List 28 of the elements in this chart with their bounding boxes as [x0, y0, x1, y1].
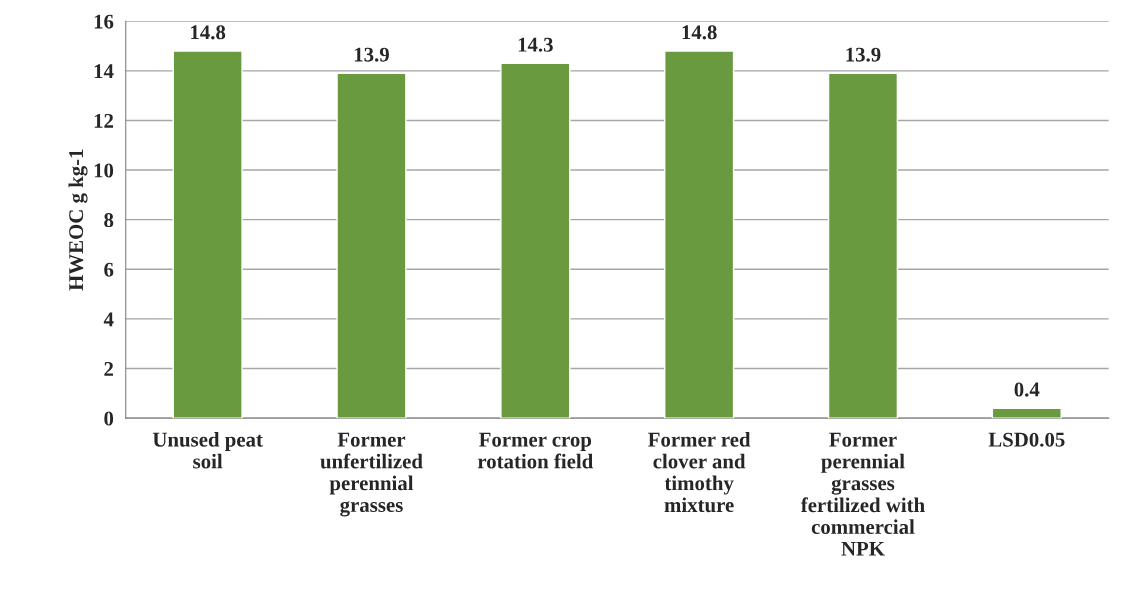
x-tick-label: Former red clover and timothy mixture — [648, 432, 751, 513]
y-tick-label: 16 — [94, 14, 114, 29]
bar — [500, 62, 571, 419]
bar — [664, 50, 735, 419]
y-tick-label: 6 — [104, 262, 114, 277]
data-label: 13.9 — [354, 47, 389, 62]
x-tick-label: Unused peat soil — [152, 432, 263, 469]
bar — [172, 50, 243, 419]
data-label: 13.9 — [846, 47, 881, 62]
bar — [991, 407, 1062, 419]
y-tick-label: 10 — [94, 163, 114, 178]
y-tick-label: 14 — [94, 64, 114, 79]
data-label: 14.3 — [518, 37, 553, 52]
y-tick-label: 8 — [104, 213, 114, 228]
x-tick-label: LSD0.05 — [988, 432, 1065, 447]
y-tick-label: 2 — [104, 361, 114, 376]
data-label: 14.8 — [191, 25, 226, 40]
y-axis-title: HWEOC g kg-1 — [68, 149, 88, 291]
x-tick-label: Former perennial grasses fertilized with commercial NPK — [800, 432, 925, 556]
y-tick-label: 0 — [104, 411, 114, 426]
bar — [336, 72, 407, 419]
x-tick-label: Former unfertilized perennial grasses — [320, 432, 423, 517]
bar — [827, 72, 899, 419]
y-tick-label: 4 — [103, 312, 114, 327]
y-tick-label: 12 — [94, 113, 114, 128]
data-label: 0.4 — [1014, 382, 1040, 397]
data-label: 14.8 — [682, 25, 717, 40]
x-tick-label: Former crop rotation field — [477, 432, 594, 469]
